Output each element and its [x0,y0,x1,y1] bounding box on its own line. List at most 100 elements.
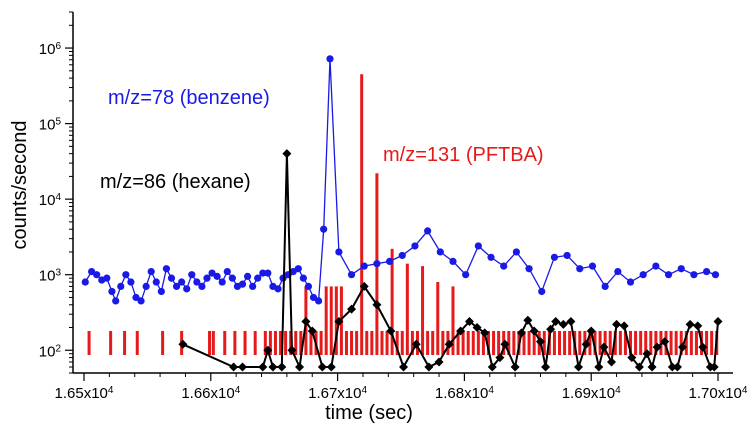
benzene-point [249,282,257,291]
benzene-point [218,278,226,286]
hexane-point [642,349,652,359]
benzene-point [652,262,660,270]
hexane-point [495,353,505,363]
hexane-point [295,362,305,372]
benzene-point [690,271,698,279]
pftba-bar [522,330,526,355]
pftba-bar [350,330,354,355]
benzene-point [474,242,482,250]
hexane-point [386,326,396,336]
hexane-point [677,342,687,352]
hexane-point [263,345,273,355]
benzene-point [711,271,720,279]
benzene-point [142,282,150,291]
pftba-bar [355,330,359,355]
x-ticks: 1.65x104 1.66x104 1.67x104 1.68x104 1.69x104… [55,373,748,402]
pftba-bars [87,74,719,356]
hexane-point [347,304,357,314]
benzene-point [243,272,252,280]
benzene-point [122,271,130,279]
pftba-bar [451,286,455,355]
pftba-bar [211,330,215,355]
pftba-bar [512,330,516,355]
y-tick-label: 104 [39,192,62,210]
hexane-point [301,317,311,327]
pftba-bar [588,330,592,355]
benzene-point [299,274,307,282]
pftba-bar [649,330,653,355]
pftba-bar [679,330,683,355]
benzene-point [274,285,282,293]
x-tick-label: 1.66x104 [181,385,240,403]
pftba-bar [135,330,139,355]
pftba-bar [243,330,247,355]
pftba-bar [644,330,648,355]
x-tick-label: 1.69x104 [562,385,621,403]
benzene-point [213,272,221,280]
hexane-point [667,362,677,372]
pftba-bar [233,330,237,355]
hexane-point [612,319,622,329]
pftba-bar [603,330,607,355]
y-tick-label: 105 [39,116,62,134]
pftba-bar [426,330,430,355]
pftba-bar [659,330,663,355]
pftba-bar [329,286,333,355]
pftba-bar [365,330,369,355]
hexane-point [566,317,576,327]
benzene-point [626,278,635,286]
pftba-bar [436,282,440,355]
benzene-point [449,257,457,266]
benzene-point [702,267,711,276]
hexane-point [672,362,682,372]
pftba-bar [161,330,165,355]
benzene-point [137,297,145,305]
pftba-bar [471,330,475,355]
hexane-point [574,362,584,372]
benzene-point [203,274,211,282]
hexane-point [282,149,292,159]
benzene-point [198,282,206,291]
pftba-annotation: m/z=131 (PFTBA) [383,144,544,166]
hexane-point [516,328,526,338]
pftba-bar [532,330,536,355]
hexane-point [500,339,510,349]
pftba-bar [694,330,698,355]
hexane-point [472,323,482,333]
hexane-point [713,317,723,327]
pftba-bar [486,330,490,355]
pftba-bar [629,330,633,355]
pftba-bar [507,330,511,355]
y-tick-label: 103 [39,267,62,285]
pftba-bar [380,330,384,355]
hexane-point [606,357,616,367]
pftba-bar [705,330,709,355]
hexane-point [634,362,644,372]
pftba-bar [421,266,425,355]
x-axis-label: time (sec) [325,402,413,424]
benzene-annotation: m/z=78 (benzene) [108,87,270,109]
pftba-bar [405,263,409,355]
hexane-point [372,300,382,310]
benzene-point [259,269,267,277]
pftba-bar [208,330,212,355]
pftba-bar [669,330,673,355]
hexane-point [558,319,568,329]
hexane-point [456,326,466,336]
hexane-point [523,315,533,325]
y-tick-label: 106 [39,41,62,59]
hexane-point [229,362,239,372]
hexane-point [535,337,545,347]
pftba-bar [618,330,622,355]
pftba-bar [542,330,546,355]
x-tick-label: 1.70x104 [689,385,748,403]
hexane-point [434,357,444,367]
pftba-bar [385,330,389,355]
pftba-bar [294,330,298,355]
benzene-point [188,271,196,279]
pftba-bar [263,330,267,355]
hexane-point [480,328,490,338]
benzene-point [93,271,101,279]
benzene-point [614,267,622,276]
hexane-point [444,339,454,349]
